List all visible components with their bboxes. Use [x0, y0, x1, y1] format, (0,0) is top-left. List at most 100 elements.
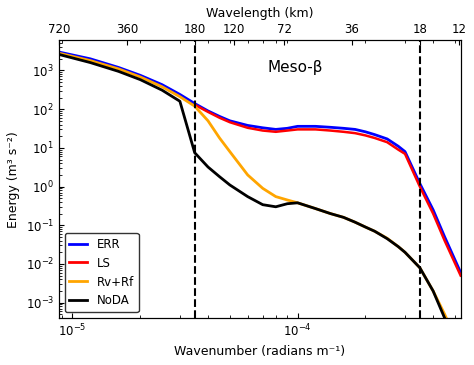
- LS: [260, 128, 265, 133]
- NoDA: [395, 245, 401, 249]
- Rv+Rf: [284, 198, 290, 202]
- ERR: [341, 126, 346, 131]
- ERR: [328, 125, 333, 130]
- LS: [312, 127, 318, 132]
- LS: [217, 116, 222, 120]
- Rv+Rf: [88, 58, 93, 63]
- LS: [341, 130, 346, 134]
- Rv+Rf: [227, 149, 233, 154]
- NoDA: [205, 165, 211, 169]
- Rv+Rf: [430, 289, 436, 293]
- ERR: [116, 65, 121, 70]
- LS: [442, 238, 447, 243]
- ERR: [430, 208, 436, 212]
- LS: [227, 120, 233, 124]
- Rv+Rf: [137, 75, 143, 79]
- NoDA: [352, 220, 358, 224]
- Rv+Rf: [458, 348, 464, 352]
- Legend: ERR, LS, Rv+Rf, NoDA: ERR, LS, Rv+Rf, NoDA: [65, 233, 138, 312]
- LS: [384, 140, 390, 145]
- Line: LS: LS: [195, 105, 461, 276]
- NoDA: [458, 351, 464, 355]
- Line: Rv+Rf: Rv+Rf: [59, 53, 461, 350]
- NoDA: [402, 250, 408, 254]
- Line: ERR: ERR: [59, 52, 461, 273]
- Rv+Rf: [417, 265, 423, 270]
- ERR: [384, 137, 390, 141]
- ERR: [273, 127, 279, 132]
- Rv+Rf: [273, 195, 279, 199]
- NoDA: [137, 77, 143, 82]
- ERR: [417, 181, 423, 186]
- LS: [192, 103, 198, 107]
- ERR: [192, 101, 198, 106]
- ERR: [295, 124, 301, 128]
- NoDA: [328, 211, 333, 216]
- LS: [402, 152, 408, 156]
- LS: [273, 130, 279, 134]
- LS: [245, 126, 250, 130]
- NoDA: [341, 215, 346, 219]
- NoDA: [284, 201, 290, 206]
- Rv+Rf: [395, 245, 401, 249]
- NoDA: [192, 150, 198, 155]
- ERR: [137, 73, 143, 77]
- Rv+Rf: [245, 173, 250, 177]
- NoDA: [88, 60, 93, 65]
- LS: [395, 147, 401, 152]
- LS: [295, 127, 301, 132]
- ERR: [284, 126, 290, 131]
- Rv+Rf: [363, 225, 368, 229]
- NoDA: [363, 225, 368, 229]
- Rv+Rf: [372, 229, 377, 234]
- Rv+Rf: [159, 85, 165, 89]
- ERR: [312, 124, 318, 128]
- NoDA: [116, 69, 121, 73]
- ERR: [205, 109, 211, 113]
- Y-axis label: Energy (m³ s⁻²): Energy (m³ s⁻²): [7, 131, 20, 227]
- Rv+Rf: [328, 211, 333, 216]
- NoDA: [384, 237, 390, 241]
- ERR: [217, 114, 222, 119]
- LS: [430, 211, 436, 216]
- Rv+Rf: [295, 201, 301, 205]
- Rv+Rf: [116, 67, 121, 71]
- ERR: [260, 126, 265, 130]
- LS: [417, 184, 423, 189]
- LS: [372, 136, 377, 140]
- NoDA: [159, 88, 165, 92]
- ERR: [227, 119, 233, 123]
- ERR: [372, 132, 377, 137]
- ERR: [402, 149, 408, 154]
- NoDA: [260, 203, 265, 207]
- ERR: [363, 130, 368, 134]
- Rv+Rf: [205, 119, 211, 123]
- Rv+Rf: [56, 51, 62, 55]
- X-axis label: Wavenumber (radians m⁻¹): Wavenumber (radians m⁻¹): [174, 345, 346, 358]
- Text: Meso-β: Meso-β: [268, 60, 323, 75]
- NoDA: [372, 229, 377, 234]
- Rv+Rf: [260, 186, 265, 191]
- ERR: [442, 235, 447, 239]
- LS: [328, 128, 333, 133]
- Rv+Rf: [402, 250, 408, 254]
- LS: [458, 273, 464, 278]
- NoDA: [245, 195, 250, 199]
- Rv+Rf: [352, 220, 358, 224]
- ERR: [245, 123, 250, 128]
- NoDA: [430, 289, 436, 293]
- NoDA: [295, 201, 301, 205]
- NoDA: [442, 316, 447, 320]
- ERR: [88, 57, 93, 61]
- LS: [363, 133, 368, 138]
- NoDA: [312, 206, 318, 211]
- Rv+Rf: [177, 95, 182, 99]
- ERR: [177, 92, 182, 97]
- ERR: [395, 144, 401, 149]
- ERR: [352, 127, 358, 132]
- LS: [284, 128, 290, 133]
- NoDA: [56, 52, 62, 57]
- ERR: [56, 50, 62, 54]
- LS: [352, 131, 358, 135]
- Rv+Rf: [217, 136, 222, 140]
